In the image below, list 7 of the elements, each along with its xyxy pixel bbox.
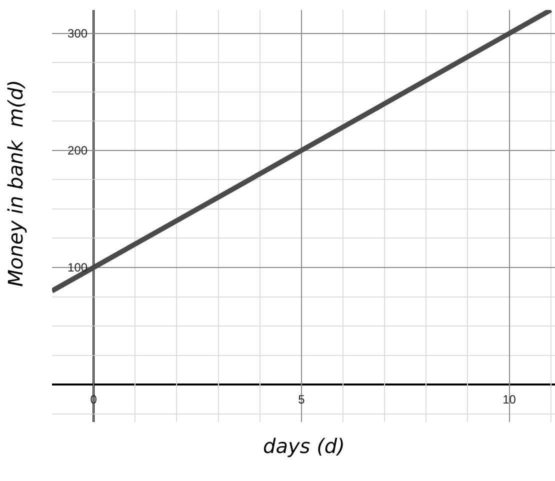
- x-axis-title: days (d): [263, 434, 345, 458]
- y-axis-title: Money in bank m(d): [4, 80, 28, 287]
- y-tick-label: 200: [68, 144, 88, 158]
- y-tick-label: 300: [68, 26, 88, 41]
- x-tick-label: 10: [502, 392, 516, 407]
- y-tick-label: 100: [68, 260, 88, 275]
- x-tick-label: 5: [298, 392, 306, 407]
